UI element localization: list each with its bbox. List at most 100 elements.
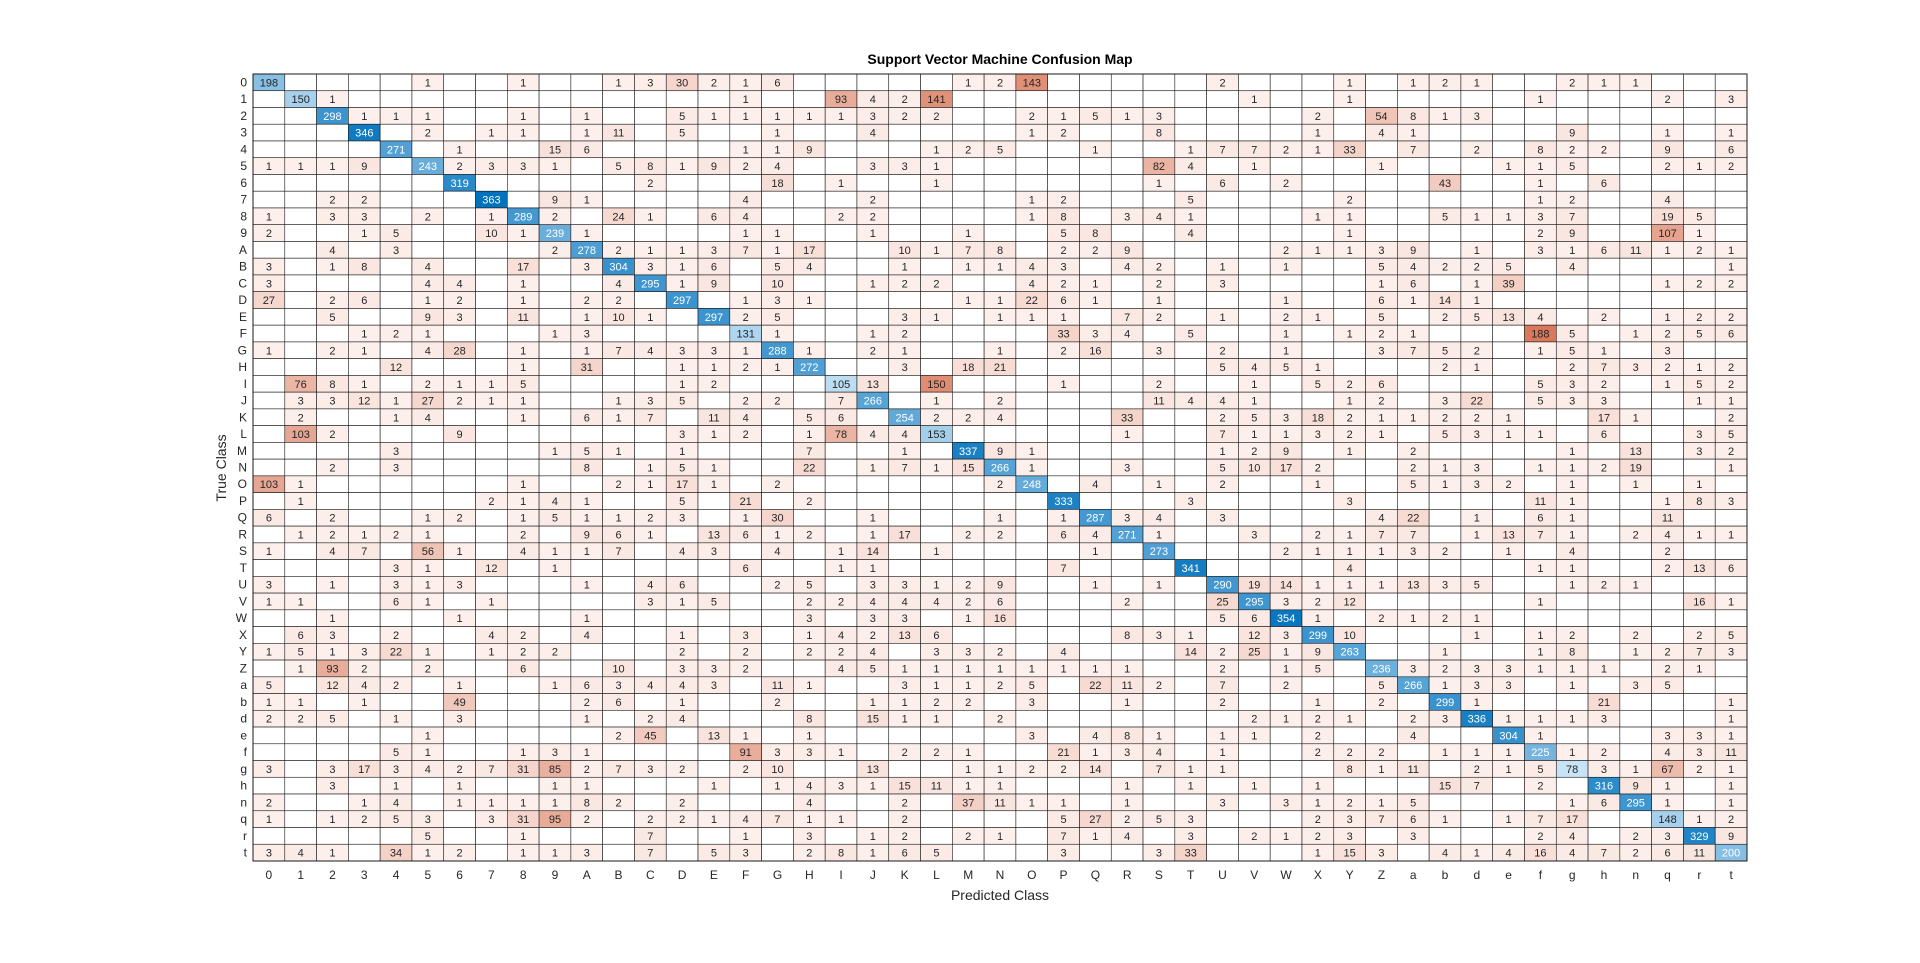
heatmap-cell — [570, 475, 603, 493]
cell-value-label: 1 — [520, 345, 526, 357]
cell-value-label: 1 — [1347, 580, 1353, 592]
cell-value-label: 5 — [711, 596, 717, 608]
cell-value-label: 3 — [520, 161, 526, 173]
cell-value-label: 3 — [711, 680, 717, 692]
heatmap-cell — [1460, 174, 1494, 192]
heatmap-cell — [443, 643, 476, 661]
cell-value-label: 2 — [1315, 747, 1321, 759]
cell-value-label: 1 — [552, 546, 558, 558]
cell-value-label: 9 — [806, 144, 812, 156]
x-tick-label: K — [901, 868, 909, 882]
heatmap-cell — [1206, 492, 1239, 510]
heatmap-cell — [1015, 241, 1048, 259]
cell-value-label: 3 — [870, 161, 876, 173]
heatmap-cell — [920, 525, 953, 544]
heatmap-cell — [856, 810, 890, 828]
cell-value-label: 3 — [457, 580, 463, 592]
heatmap-cell — [888, 542, 921, 560]
heatmap-cell — [1619, 726, 1652, 745]
cell-value-label: 2 — [1442, 412, 1448, 424]
heatmap-cell — [1619, 375, 1652, 393]
heatmap-cell — [284, 576, 317, 594]
cell-value-label: 2 — [615, 730, 621, 742]
heatmap-cell — [729, 257, 762, 276]
heatmap-cell — [1079, 793, 1112, 812]
cell-value-label: 2 — [1156, 312, 1162, 324]
heatmap-cell — [1110, 123, 1144, 142]
cell-value-label: 3 — [329, 211, 335, 223]
heatmap-cell — [379, 726, 413, 745]
cell-value-label: 2 — [1728, 161, 1734, 173]
heatmap-cell — [824, 525, 858, 544]
cell-value-label: 3 — [870, 580, 876, 592]
heatmap-cell — [1206, 241, 1239, 259]
cell-value-label: 8 — [1696, 496, 1702, 508]
cell-value-label: 2 — [1410, 463, 1416, 475]
y-tick-label: G — [238, 343, 247, 357]
heatmap-cell — [570, 391, 603, 410]
cell-value-label: 5 — [1410, 479, 1416, 491]
cell-value-label: 6 — [743, 563, 749, 575]
cell-value-label: 1 — [520, 479, 526, 491]
heatmap-cell — [1524, 793, 1557, 812]
cell-value-label: 1 — [1537, 178, 1543, 190]
cell-value-label: 2 — [1378, 697, 1384, 709]
cell-value-label: 1 — [1283, 429, 1289, 441]
y-axis-label: True Class — [213, 434, 229, 501]
heatmap-cell — [1492, 324, 1525, 343]
x-tick-label: q — [1664, 868, 1671, 882]
heatmap-cell — [252, 827, 286, 845]
cell-value-label: 1 — [902, 714, 908, 726]
x-tick-label: b — [1442, 868, 1449, 882]
heatmap-cell — [983, 626, 1017, 644]
cell-value-label: 1 — [457, 613, 463, 625]
heatmap-cell — [1587, 559, 1621, 577]
heatmap-cell — [1142, 609, 1176, 627]
heatmap-cell — [348, 709, 381, 728]
cell-value-label: 2 — [965, 529, 971, 541]
heatmap-cell — [1142, 827, 1176, 845]
heatmap-cell — [1492, 391, 1525, 410]
cell-value-label: 2 — [774, 479, 780, 491]
heatmap-cell — [1238, 492, 1271, 510]
heatmap-cell — [443, 475, 476, 493]
cell-value-label: 6 — [1601, 245, 1607, 257]
heatmap-cell — [411, 90, 445, 108]
heatmap-cell — [379, 123, 413, 142]
heatmap-cell — [1365, 224, 1398, 242]
heatmap-cell — [1333, 257, 1366, 276]
cell-value-label: 1 — [1347, 396, 1353, 408]
heatmap-cell — [1206, 776, 1239, 795]
cell-value-label: 4 — [1061, 647, 1067, 659]
heatmap-cell — [443, 743, 476, 761]
heatmap-cell — [316, 559, 349, 577]
heatmap-cell — [1174, 123, 1207, 142]
cell-value-label: 6 — [902, 848, 908, 860]
heatmap-cell — [411, 442, 445, 460]
heatmap-cell — [1047, 358, 1080, 376]
cell-value-label: 8 — [1156, 128, 1162, 140]
cell-value-label: 4 — [902, 429, 908, 441]
heatmap-cell — [1524, 442, 1557, 460]
heatmap-cell — [1110, 274, 1144, 292]
y-tick-label: Q — [238, 511, 247, 525]
cell-value-label: 6 — [1601, 797, 1607, 809]
cell-value-label: 3 — [1506, 663, 1512, 675]
heatmap-cell — [1428, 525, 1462, 544]
cell-value-label: 67 — [1661, 764, 1673, 776]
cell-value-label: 1 — [520, 496, 526, 508]
heatmap-cell — [1492, 90, 1525, 108]
cell-value-label: 1 — [298, 161, 304, 173]
cell-value-label: 1 — [520, 128, 526, 140]
cell-value-label: 2 — [1219, 647, 1225, 659]
cell-value-label: 4 — [457, 278, 463, 290]
heatmap-cell — [379, 492, 413, 510]
cell-value-label: 5 — [774, 312, 780, 324]
cell-value-label: 10 — [899, 245, 911, 257]
cell-value-label: 278 — [578, 245, 596, 257]
cell-value-label: 1 — [1378, 161, 1384, 173]
cell-value-label: 49 — [453, 697, 465, 709]
cell-value-label: 1 — [584, 546, 590, 558]
heatmap-cell — [952, 542, 985, 560]
cell-value-label: 2 — [425, 128, 431, 140]
